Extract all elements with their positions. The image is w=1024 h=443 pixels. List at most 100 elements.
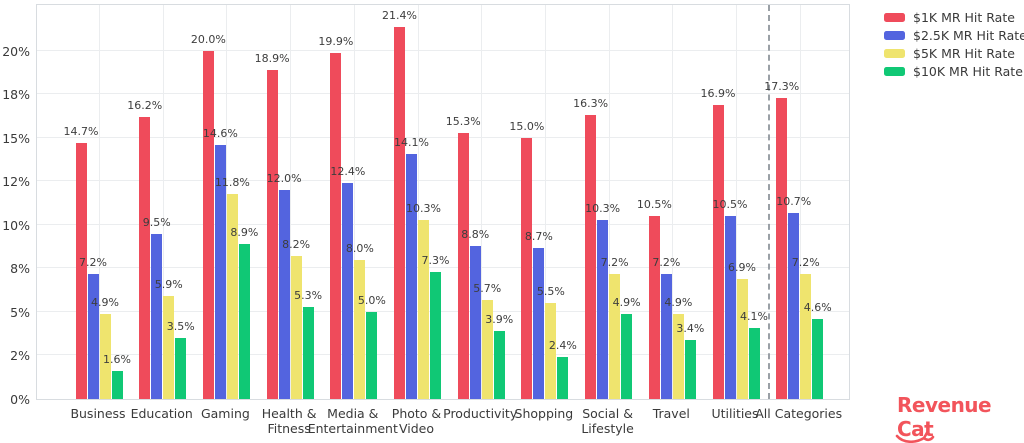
bar-10kmrhitrate [175, 338, 187, 399]
gridline-horizontal [37, 310, 849, 312]
bar-10kmrhitrate [557, 357, 569, 399]
x-category-label: Health & Fitness [261, 406, 317, 436]
bar-5kmrhitrate [354, 259, 366, 399]
bar-value-label: 8.7% [524, 229, 553, 243]
legend-swatch-icon [884, 12, 905, 22]
y-tick-label: 12% [2, 174, 30, 190]
bar-5kmrhitrate [418, 219, 429, 399]
bar-value-label: 4.9% [91, 295, 119, 309]
bar-value-label: 4.9% [664, 295, 693, 309]
all-categories-separator-line [767, 5, 770, 399]
gridline-horizontal [37, 180, 849, 182]
gridline-vertical [290, 5, 292, 399]
legend-item: $10K MR Hit Rate [884, 63, 1024, 79]
bar-value-label: 3.9% [485, 313, 514, 327]
bar-value-label: 14.1% [394, 135, 429, 149]
plot-area: 14.7% 7.2% 4.9% 1.6% 16.2% 9.5% 5.9% 3.5% 20.0% 1… [36, 4, 850, 400]
bar-1kmrhitrate [202, 50, 214, 399]
bar-value-label: 5.5% [536, 285, 565, 299]
y-tick-label: 8% [10, 261, 30, 277]
legend-label: $1K MR Hit Rate [913, 9, 1015, 25]
bar-value-label: 2.4% [548, 339, 577, 353]
bar-25kmrhitrate [724, 216, 736, 399]
bar-value-label: 16.9% [700, 86, 736, 100]
bar-value-label: 12.4% [330, 165, 366, 179]
bar-25kmrhitrate [278, 190, 290, 399]
legend-item: $5K MR Hit Rate [884, 45, 1024, 61]
bar-value-label: 4.1% [740, 309, 768, 323]
bar-value-label: 14.7% [63, 125, 99, 139]
bar-value-label: 21.4% [382, 8, 417, 22]
bar-value-label: 5.3% [294, 288, 323, 302]
gridline-vertical [544, 5, 546, 399]
legend-label: $10K MR Hit Rate [913, 63, 1023, 79]
bar-25kmrhitrate [533, 247, 545, 399]
bar-value-label: 16.2% [127, 99, 163, 113]
gridline-horizontal [37, 223, 849, 225]
bar-25kmrhitrate [788, 212, 800, 399]
gridline-vertical [481, 5, 483, 399]
bar-value-label: 15.3% [445, 114, 481, 128]
bar-value-label: 5.7% [473, 281, 502, 295]
y-tick-label: 18% [2, 87, 30, 103]
x-category-label: Business [70, 406, 126, 421]
bar-value-label: 11.8% [214, 175, 250, 189]
bar-25kmrhitrate [597, 219, 609, 399]
bar-value-label: 6.9% [728, 260, 756, 274]
bar-value-label: 3.5% [166, 320, 195, 334]
bar-value-label: 18.9% [254, 52, 290, 66]
bar-value-label: 19.9% [318, 34, 354, 48]
bar-5kmrhitrate [481, 299, 493, 399]
x-category-label: Education [130, 406, 193, 421]
bar-1kmrhitrate [457, 132, 469, 399]
y-tick-label: 15% [2, 130, 30, 146]
gridline-horizontal [37, 354, 849, 356]
y-tick-label: 2% [10, 348, 30, 364]
bar-1kmrhitrate [139, 117, 151, 399]
legend-item: $1K MR Hit Rate [884, 9, 1024, 25]
bar-value-label: 10.5% [636, 198, 672, 212]
bar-5kmrhitrate [545, 303, 557, 399]
bar-value-label: 17.3% [764, 79, 800, 93]
x-category-label: Media & Entertainment [307, 406, 398, 436]
bar-value-label: 5.9% [154, 278, 183, 292]
bar-value-label: 14.6% [202, 126, 238, 140]
bar-value-label: 7.2% [652, 255, 681, 269]
bar-value-label: 9.5% [142, 215, 171, 229]
bar-5kmrhitrate [163, 296, 175, 399]
bar-value-label: 7.3% [421, 253, 450, 267]
bar-value-label: 7.2% [791, 255, 820, 269]
x-category-label: Social & Lifestyle [581, 406, 634, 436]
y-tick-label: 10% [2, 217, 30, 233]
bar-value-label: 15.0% [509, 119, 545, 133]
bar-25kmrhitrate [151, 233, 163, 399]
gridline-vertical [799, 5, 801, 399]
bar-25kmrhitrate [87, 273, 99, 399]
bar-value-label: 8.2% [282, 238, 311, 252]
bar-1kmrhitrate [648, 216, 660, 399]
bar-5kmrhitrate [736, 278, 748, 399]
bar-5kmrhitrate [800, 273, 812, 399]
logo-text-cat: Cat [895, 417, 935, 443]
bar-5kmrhitrate [290, 256, 302, 399]
legend: $1K MR Hit Rate $2.5K MR Hit Rate $5K MR H… [884, 9, 1024, 79]
gridline-vertical [417, 5, 419, 399]
bar-25kmrhitrate [660, 273, 672, 399]
bar-1kmrhitrate [776, 97, 788, 399]
x-category-label: All Categories [755, 406, 843, 421]
bar-1kmrhitrate [712, 104, 724, 399]
gridline-vertical [608, 5, 610, 399]
gridline-vertical [353, 5, 355, 399]
bar-1kmrhitrate [266, 70, 278, 399]
bar-value-label: 8.9% [230, 226, 259, 240]
bar-1kmrhitrate [585, 115, 597, 399]
legend-swatch-icon [884, 66, 905, 76]
bar-value-label: 20.0% [190, 32, 226, 46]
gridline-horizontal [37, 93, 849, 95]
bar-value-label: 12.0% [266, 172, 302, 186]
legend-item: $2.5K MR Hit Rate [884, 28, 1024, 43]
bar-1kmrhitrate [330, 52, 342, 399]
legend-label: $5K MR Hit Rate [913, 45, 1015, 61]
y-tick-label: 20% [2, 43, 30, 59]
